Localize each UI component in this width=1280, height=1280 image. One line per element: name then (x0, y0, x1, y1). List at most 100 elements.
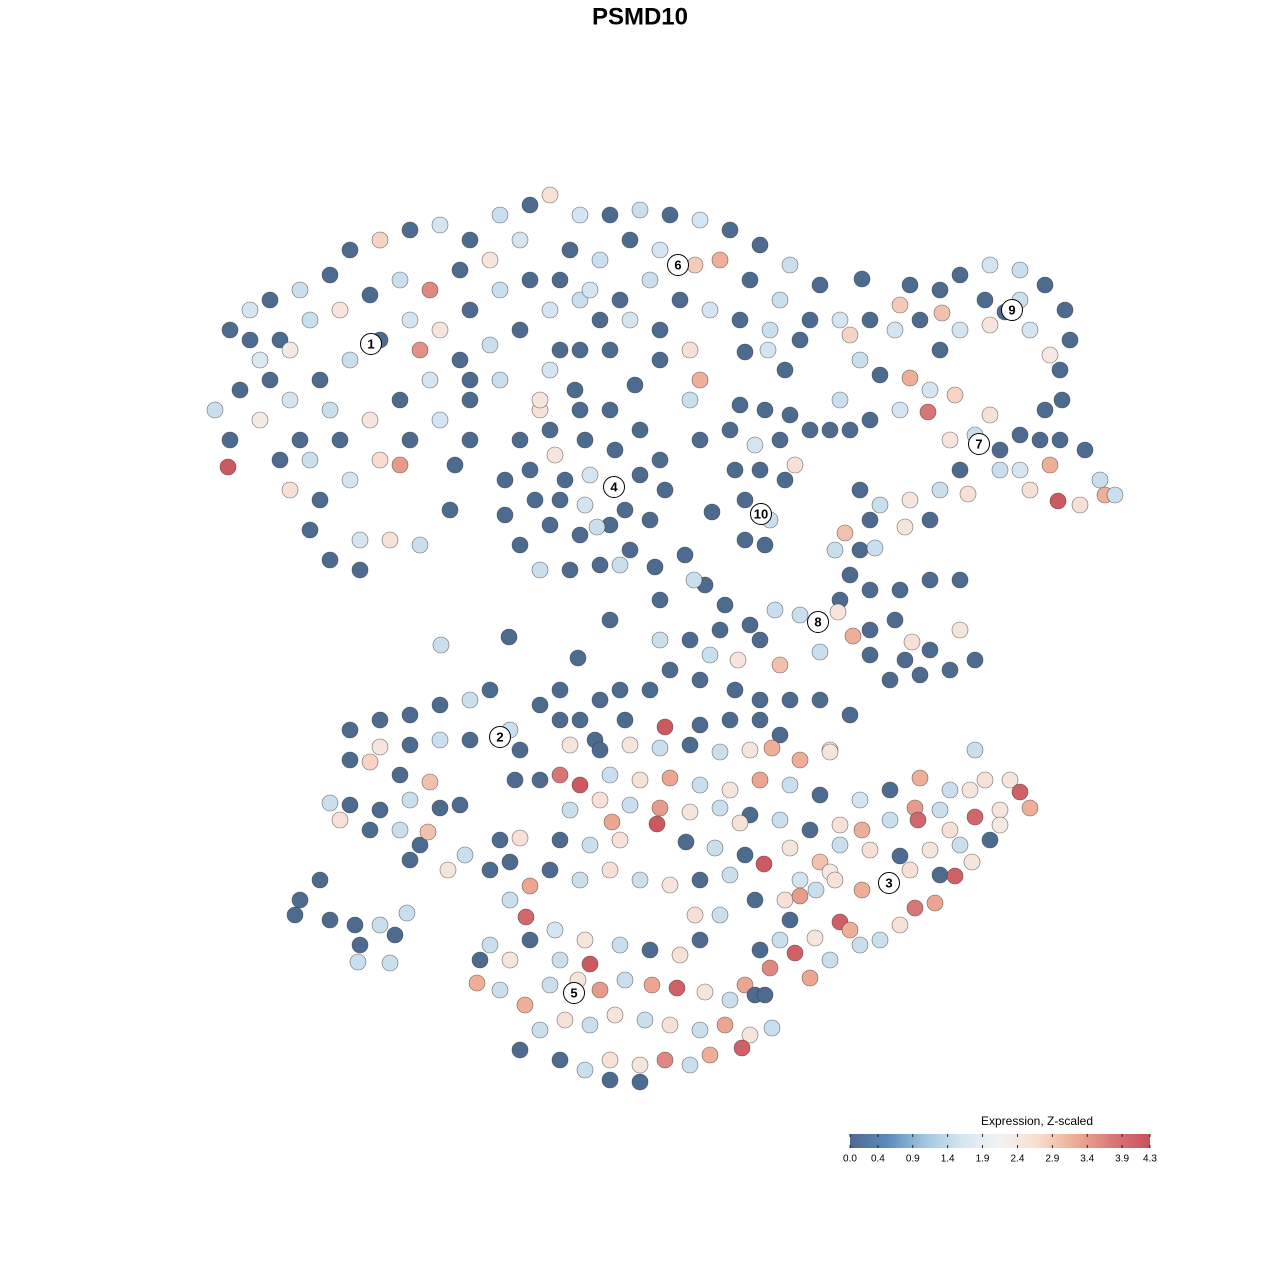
cell-point (581, 955, 599, 973)
cell-point (991, 441, 1009, 459)
cell-point (461, 231, 479, 249)
cell-point (631, 466, 649, 484)
cell-point (386, 926, 404, 944)
cell-point (761, 321, 779, 339)
cell-point (691, 716, 709, 734)
cell-point (861, 581, 879, 599)
cell-point (271, 331, 289, 349)
cell-point (801, 311, 819, 329)
cell-point (776, 891, 794, 909)
cell-point (921, 381, 939, 399)
cell-point (763, 1019, 781, 1037)
cell-point (341, 751, 359, 769)
cell-point (726, 461, 744, 479)
cell-point (821, 951, 839, 969)
cell-point (755, 855, 773, 873)
cell-point (626, 376, 644, 394)
cell-point (891, 916, 909, 934)
cell-point (561, 241, 579, 259)
cell-point (656, 1051, 674, 1069)
cell-point (551, 271, 569, 289)
cell-point (1076, 441, 1094, 459)
cell-point (721, 866, 739, 884)
cell-point (801, 969, 819, 987)
cell-point (677, 833, 695, 851)
cell-point (546, 446, 564, 464)
cell-point (811, 643, 829, 661)
cell-point (311, 371, 329, 389)
cell-point (711, 743, 729, 761)
cell-point (291, 431, 309, 449)
cell-point (451, 796, 469, 814)
cell-point (661, 1016, 679, 1034)
cell-point (556, 471, 574, 489)
cell-point (791, 887, 809, 905)
cell-point (551, 711, 569, 729)
cell-point (419, 823, 437, 841)
cell-point (931, 801, 949, 819)
cell-point (431, 216, 449, 234)
cell-point (341, 471, 359, 489)
cell-point (851, 791, 869, 809)
cell-point (601, 766, 619, 784)
cell-point (576, 496, 594, 514)
cell-point (601, 206, 619, 224)
cluster-label-badge (807, 611, 829, 633)
cell-point (441, 501, 459, 519)
cell-point (841, 921, 859, 939)
cell-point (853, 881, 871, 899)
cell-point (751, 771, 769, 789)
cell-point (711, 799, 729, 817)
cell-point (651, 241, 669, 259)
cell-point (991, 816, 1009, 834)
cell-point (1001, 771, 1019, 789)
cell-point (481, 681, 499, 699)
cell-point (341, 796, 359, 814)
cell-point (346, 916, 364, 934)
cell-point (351, 561, 369, 579)
cell-point (511, 431, 529, 449)
cell-point (601, 1051, 619, 1069)
cell-point (591, 741, 609, 759)
cell-point (461, 391, 479, 409)
cell-point (391, 821, 409, 839)
cell-point (853, 821, 871, 839)
cell-point (651, 739, 669, 757)
cell-point (651, 799, 669, 817)
cell-point (500, 628, 518, 646)
cell-point (931, 481, 949, 499)
cell-point (761, 959, 779, 977)
cell-point (391, 271, 409, 289)
cell-point (291, 281, 309, 299)
cluster-label: 8 (814, 614, 821, 629)
cell-point (591, 311, 609, 329)
cell-point (901, 491, 919, 509)
cluster-label: 10 (754, 506, 768, 521)
cell-point (691, 371, 709, 389)
cell-point (531, 1021, 549, 1039)
cell-point (643, 976, 661, 994)
cell-point (829, 603, 847, 621)
cell-point (556, 1011, 574, 1029)
cell-point (401, 851, 419, 869)
cell-point (844, 627, 862, 645)
cell-point (611, 291, 629, 309)
cell-point (871, 931, 889, 949)
colorbar-tick-label: 3.9 (1115, 1154, 1129, 1165)
cell-point (301, 311, 319, 329)
cell-point (851, 481, 869, 499)
cell-point (261, 371, 279, 389)
cell-point (351, 936, 369, 954)
cell-point (841, 706, 859, 724)
cell-point (791, 871, 809, 889)
cell-point (811, 691, 829, 709)
cell-point (571, 871, 589, 889)
cell-point (701, 301, 719, 319)
cell-point (756, 536, 774, 554)
cell-point (721, 221, 739, 239)
cell-point (763, 739, 781, 757)
cell-point (611, 936, 629, 954)
cell-point (271, 451, 289, 469)
cell-point (811, 276, 829, 294)
cell-point (576, 1061, 594, 1079)
